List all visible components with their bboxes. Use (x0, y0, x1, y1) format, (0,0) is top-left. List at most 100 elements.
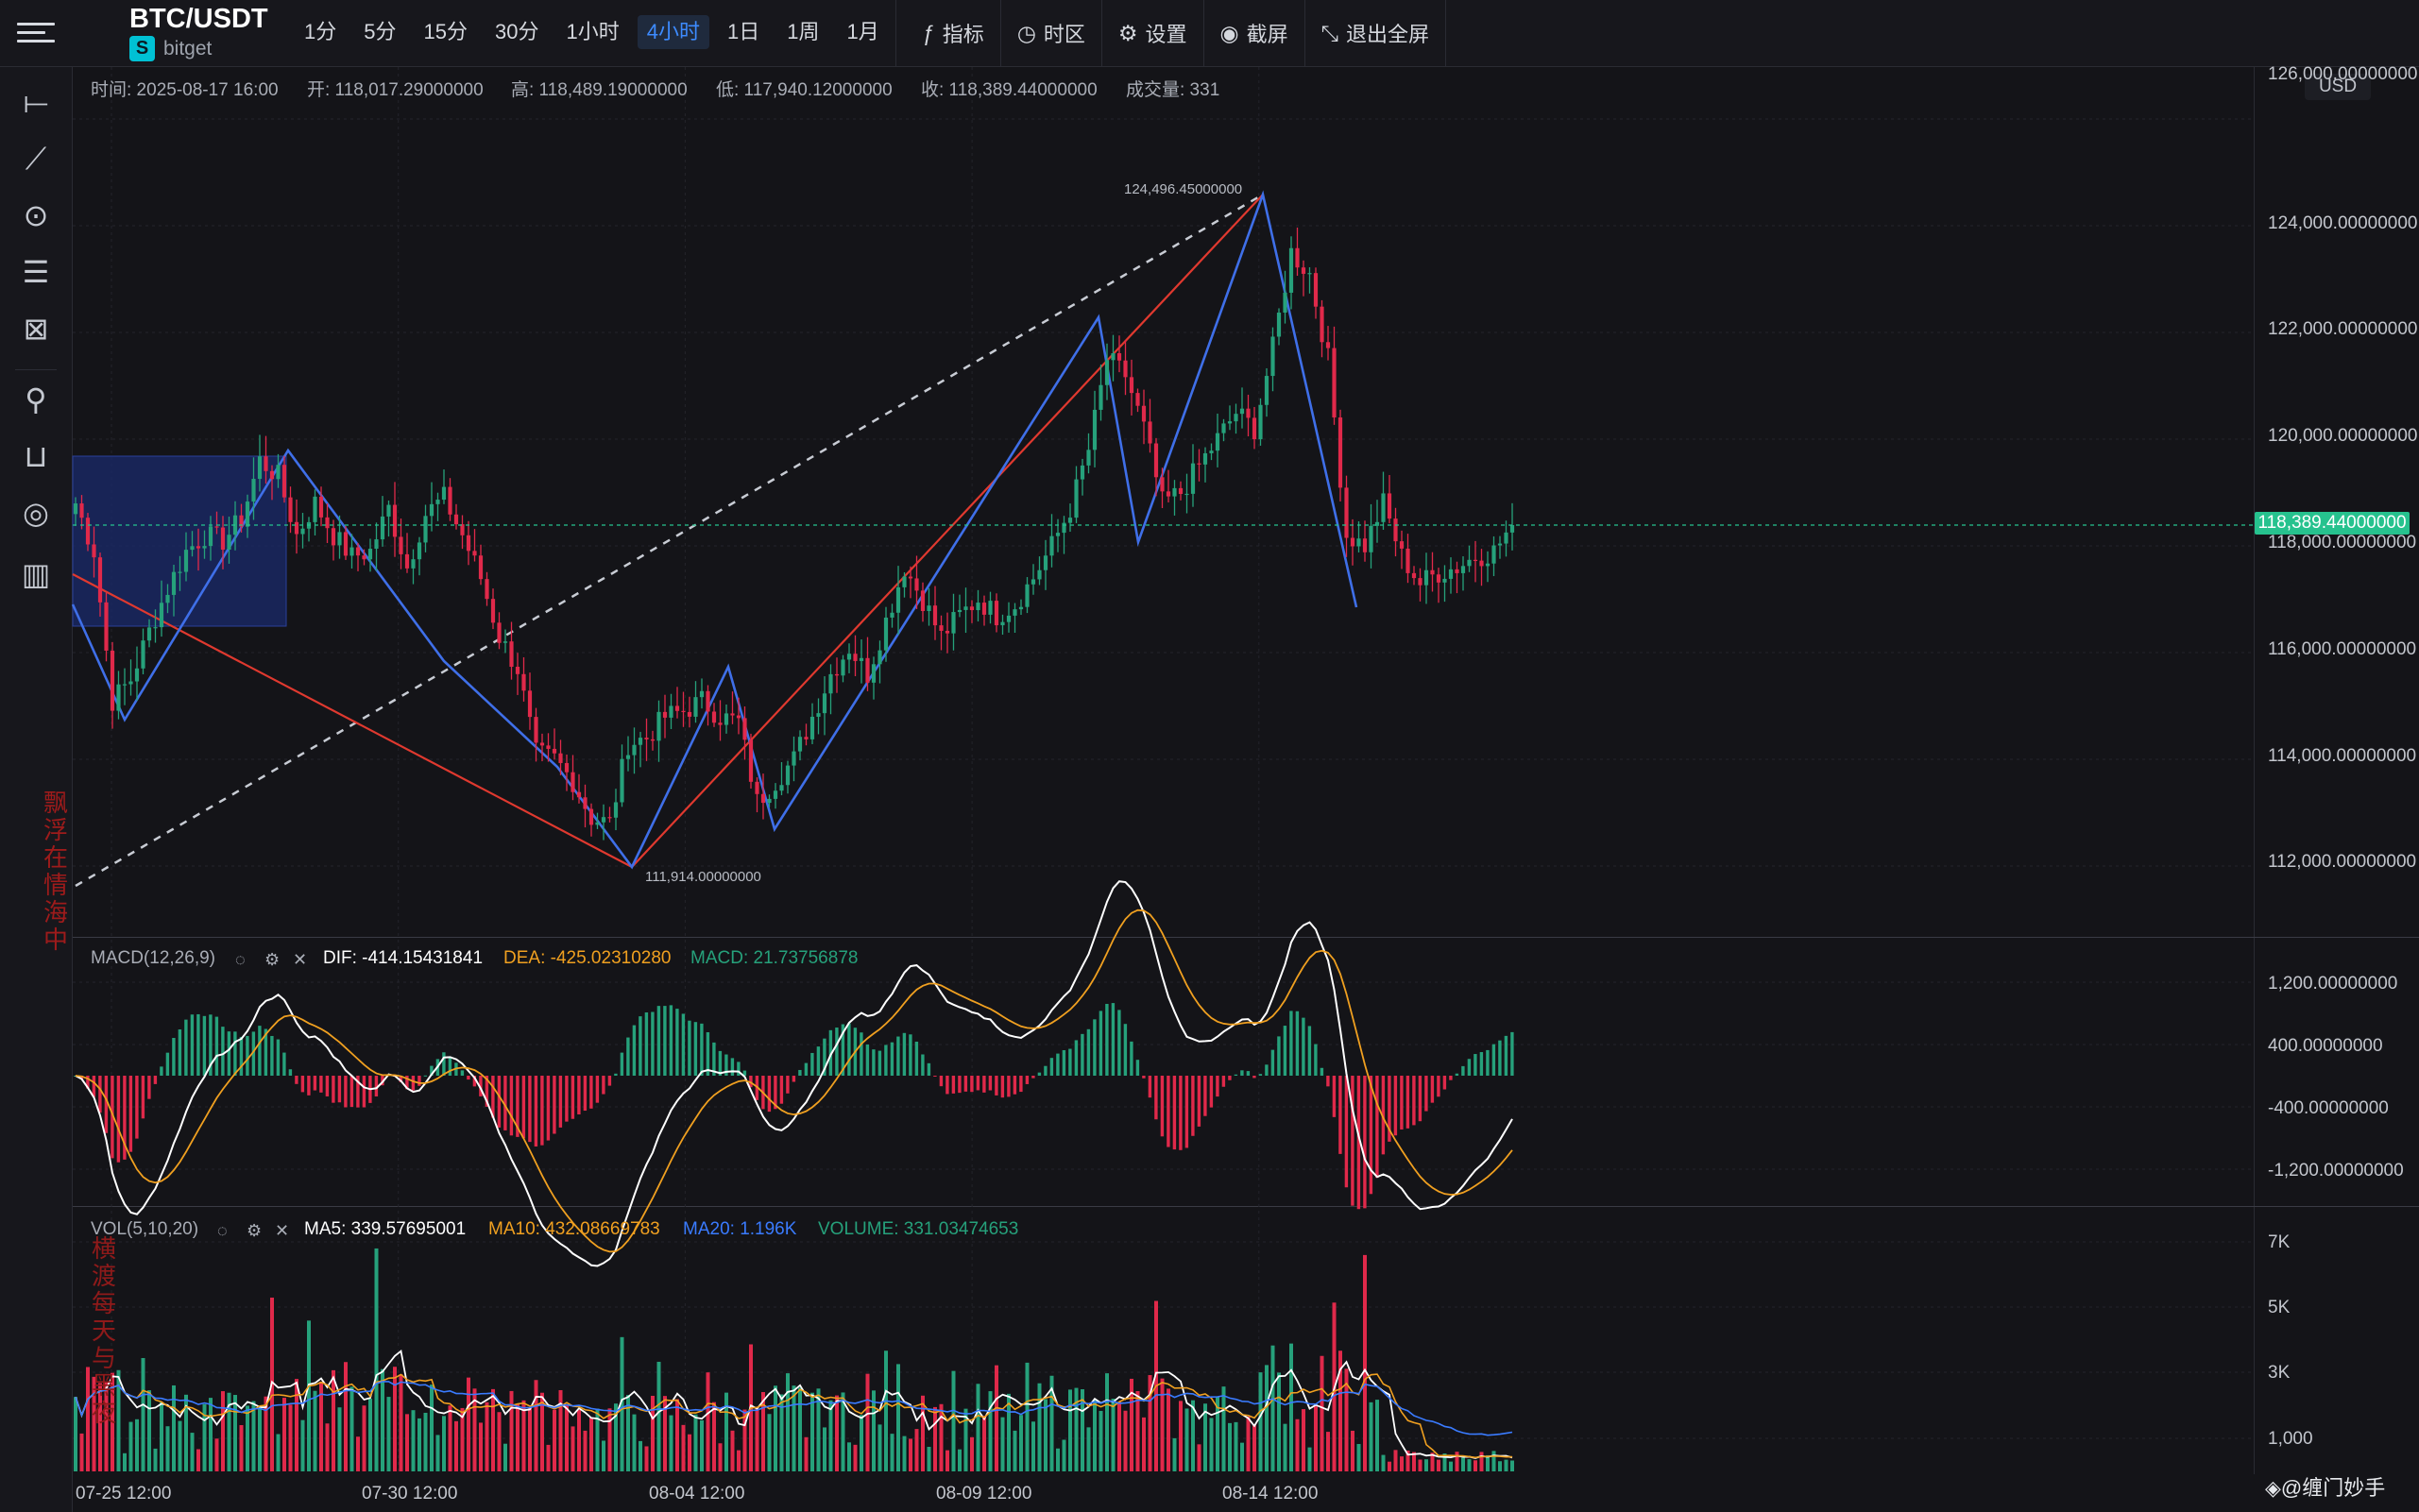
trash-icon[interactable]: ▥ (21, 557, 51, 591)
volume-bar (1295, 1419, 1300, 1471)
horizontal-line-icon[interactable]: ⟝ (23, 85, 49, 119)
candle-body (914, 578, 919, 591)
volume-bar (1068, 1389, 1072, 1471)
pane-divider[interactable] (73, 937, 2419, 938)
indicator-button[interactable]: ƒ 指标 (907, 0, 1001, 66)
volume-bar (1418, 1459, 1422, 1471)
macd-bar (706, 1032, 710, 1076)
eye-icon[interactable]: ◎ (23, 496, 49, 530)
interval-1d[interactable]: 1日 (726, 20, 760, 43)
candle-body (681, 710, 686, 713)
ohlc-time: 时间: 2025-08-17 16:00 (91, 80, 279, 100)
screenshot-button[interactable]: ◉ 截屏 (1204, 0, 1305, 66)
timezone-button[interactable]: ◷ 时区 (1001, 0, 1102, 66)
candle-body (239, 515, 244, 527)
candle-body (386, 504, 391, 517)
gear-icon: ⚙ (1117, 20, 1138, 45)
macd-bar (1467, 1059, 1472, 1076)
macd-tick: -400.00000000 (2268, 1098, 2389, 1118)
volume-bar (1228, 1422, 1232, 1471)
fib-icon[interactable]: ☰ (22, 255, 50, 289)
macd-bar (1062, 1049, 1066, 1076)
exit-fullscreen-button[interactable]: ⤡ 退出全屏 (1305, 0, 1447, 66)
side-watermark: 横渡每天与黑夜 (92, 1234, 117, 1427)
volume-bar (1351, 1430, 1354, 1471)
volume-bar (1491, 1451, 1496, 1471)
hide-indicator-icon[interactable]: ◌ (217, 1221, 228, 1240)
volume-bar (951, 1370, 956, 1471)
macd-bar (595, 1076, 600, 1103)
volume-bar (386, 1397, 391, 1471)
candle-body (945, 630, 950, 634)
currency-selector[interactable]: USD (2305, 74, 2371, 100)
volume-bar (497, 1412, 502, 1471)
macd-bar (1105, 1003, 1109, 1076)
candle-body (773, 790, 778, 799)
macd-bar (1246, 1071, 1251, 1076)
dif-line (75, 880, 1513, 1267)
interval-5m[interactable]: 5分 (364, 20, 397, 43)
interval-1m[interactable]: 1分 (304, 20, 337, 43)
volume-bar (1216, 1397, 1219, 1471)
candle-body (932, 605, 938, 626)
macd-bar (749, 1076, 753, 1088)
candle-body (435, 500, 440, 504)
candle-body (1252, 417, 1257, 440)
circle-icon[interactable]: ⊙ (23, 198, 49, 232)
candle-body (104, 602, 109, 651)
pattern-icon[interactable]: ⊠ (23, 312, 49, 346)
volume-bar (877, 1424, 882, 1471)
volume-bar (995, 1365, 998, 1471)
volume-bar (724, 1392, 728, 1471)
volume-bar (1283, 1423, 1287, 1471)
pane-divider[interactable] (73, 1206, 2419, 1207)
volume-bar (1240, 1442, 1244, 1471)
magnet-icon[interactable]: ⚲ (25, 382, 47, 416)
candle-body (755, 781, 759, 794)
volume-bar (276, 1434, 281, 1471)
macd-bar (1326, 1076, 1330, 1087)
bitget-logo-icon: S (129, 36, 155, 61)
interval-1mo[interactable]: 1月 (846, 20, 879, 43)
macd-bar (828, 1029, 833, 1076)
volume-bar (325, 1423, 330, 1471)
gear-icon[interactable]: ⚙ (247, 1221, 263, 1240)
settings-button[interactable]: ⚙ 设置 (1102, 0, 1204, 66)
interval-4h[interactable]: 4小时 (637, 15, 709, 49)
candle-body (1418, 578, 1422, 586)
unlock-icon[interactable]: ⊔ (24, 439, 48, 473)
candle-body (472, 551, 477, 556)
volume-bar (890, 1434, 894, 1471)
interval-30m[interactable]: 30分 (494, 20, 539, 43)
volume-bar (558, 1389, 563, 1471)
interval-1h[interactable]: 1小时 (566, 20, 620, 43)
volume-bar (1148, 1375, 1152, 1471)
close-icon[interactable]: ✕ (293, 950, 308, 969)
candle-body (417, 542, 422, 560)
hide-indicator-icon[interactable]: ◌ (235, 950, 246, 969)
time-tick: 08-14 12:00 (1222, 1484, 1319, 1504)
symbol-title[interactable]: BTC/USDT (129, 4, 268, 34)
candle-body (981, 603, 987, 615)
volume-bar (239, 1425, 244, 1471)
volume-bar (153, 1448, 158, 1471)
candle-body (859, 657, 864, 661)
interval-1w[interactable]: 1周 (787, 20, 820, 43)
candle-body (153, 627, 158, 629)
menu-icon[interactable] (17, 17, 55, 49)
macd-bar (1332, 1076, 1337, 1117)
macd-bar (988, 1076, 993, 1091)
macd-bar (939, 1076, 944, 1087)
candle-body (448, 486, 452, 515)
macd-bar (1037, 1072, 1042, 1076)
gear-icon[interactable]: ⚙ (264, 950, 281, 969)
macd-bar (1179, 1076, 1183, 1150)
vol-ma10: MA10: 432.08669783 (488, 1219, 660, 1239)
close-icon[interactable]: ✕ (275, 1221, 290, 1240)
interval-15m[interactable]: 15分 (423, 20, 468, 43)
trend-line-icon[interactable]: ⟋ (25, 142, 47, 176)
toolbar-separator (895, 0, 896, 66)
macd-bar (921, 1054, 925, 1076)
volume-bar (1031, 1421, 1035, 1471)
